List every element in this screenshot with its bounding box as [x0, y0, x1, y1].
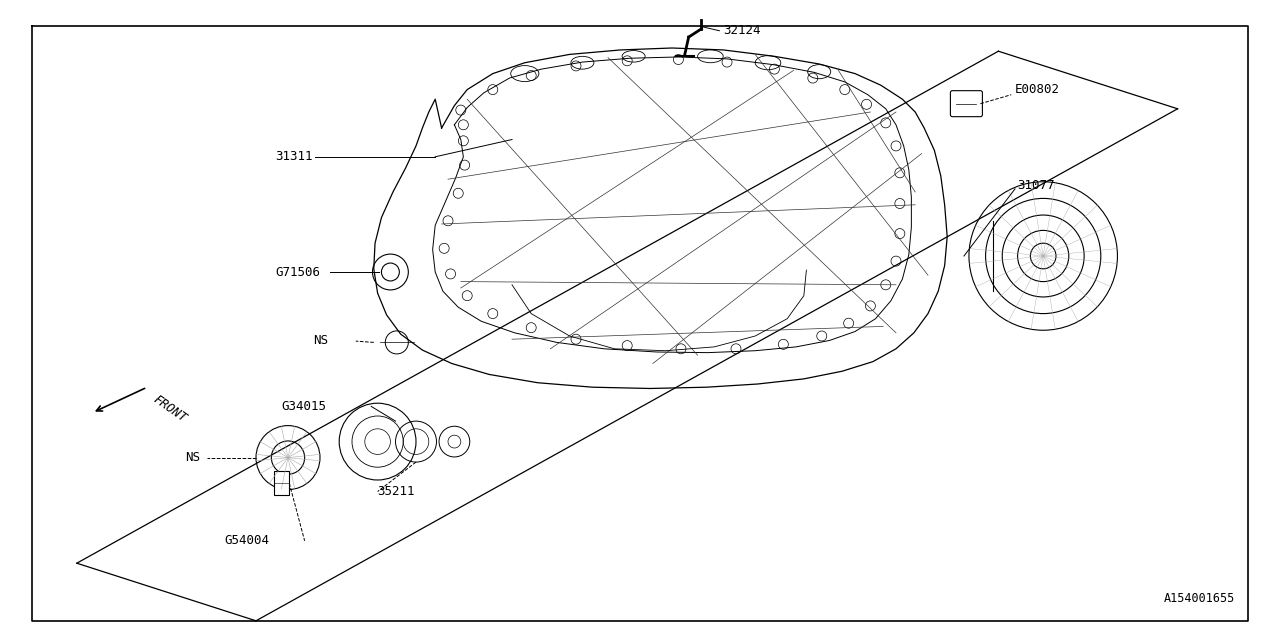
- Text: E00802: E00802: [1015, 83, 1060, 96]
- Text: G54004: G54004: [224, 534, 269, 547]
- Text: A154001655: A154001655: [1164, 592, 1235, 605]
- Text: 31077: 31077: [1018, 179, 1055, 192]
- Text: FRONT: FRONT: [151, 393, 189, 426]
- Bar: [274, 471, 289, 495]
- Text: G34015: G34015: [282, 400, 326, 413]
- Text: 32124: 32124: [723, 24, 760, 37]
- Text: G71506: G71506: [275, 266, 320, 278]
- Text: NS: NS: [314, 334, 329, 347]
- Text: 31311: 31311: [275, 150, 312, 163]
- FancyBboxPatch shape: [950, 91, 983, 116]
- Text: NS: NS: [186, 451, 201, 464]
- Text: 35211: 35211: [378, 485, 415, 498]
